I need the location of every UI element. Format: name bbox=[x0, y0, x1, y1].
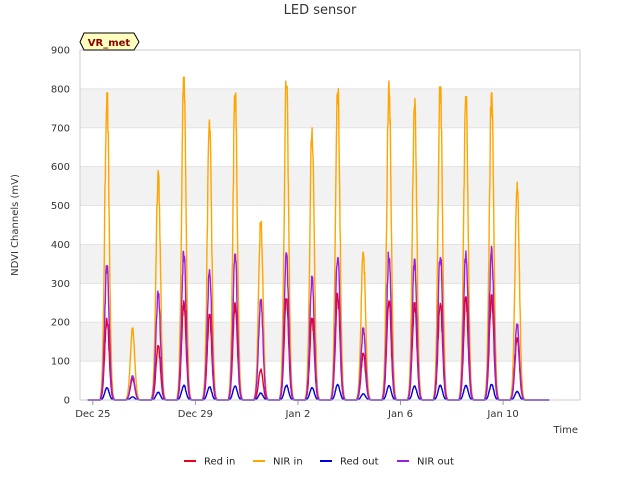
x-axis-ticks: Dec 25 Dec 29 Jan 2 Jan 6 Jan 10 bbox=[75, 400, 519, 420]
x-tick-label: Jan 6 bbox=[387, 409, 413, 420]
y-tick-label: 0 bbox=[64, 396, 70, 407]
station-badge: VR_met bbox=[79, 32, 140, 51]
legend-entry: Red out bbox=[340, 457, 379, 468]
y-tick-label: 200 bbox=[51, 318, 70, 329]
series-line-red-out bbox=[87, 383, 550, 401]
y-tick-label: 800 bbox=[51, 84, 70, 95]
plot-band bbox=[80, 244, 580, 284]
series-line-nir-out bbox=[87, 245, 550, 401]
badge-label: VR_met bbox=[88, 38, 131, 49]
y-tick-label: 100 bbox=[51, 357, 70, 368]
plot-band bbox=[80, 88, 580, 128]
y-axis-label: NDVI Channels (mV) bbox=[10, 174, 21, 276]
y-tick-label: 900 bbox=[51, 46, 70, 57]
legend-entry: Red in bbox=[204, 457, 235, 468]
legend-entry: NIR out bbox=[417, 457, 454, 468]
y-tick-label: 700 bbox=[51, 123, 70, 134]
plot-band bbox=[80, 166, 580, 206]
x-tick-label: Jan 10 bbox=[486, 409, 518, 420]
y-tick-label: 500 bbox=[51, 201, 70, 212]
y-tick-label: 300 bbox=[51, 279, 70, 290]
plot-band bbox=[80, 322, 580, 362]
x-tick-label: Jan 2 bbox=[284, 409, 310, 420]
x-tick-label: Dec 25 bbox=[75, 409, 110, 420]
series-layer bbox=[87, 76, 550, 401]
badge-shape bbox=[79, 32, 140, 51]
plot-frame bbox=[79, 49, 581, 401]
legend-entry: NIR in bbox=[273, 457, 303, 468]
x-tick-label: Dec 29 bbox=[178, 409, 213, 420]
y-tick-label: 400 bbox=[51, 240, 70, 251]
series-line-nir-in bbox=[87, 76, 550, 401]
chart-title: LED sensor bbox=[284, 3, 357, 18]
x-axis-label: Time bbox=[553, 425, 578, 436]
y-tick-label: 600 bbox=[51, 162, 70, 173]
legend: Red in NIR in Red out NIR out bbox=[184, 457, 454, 468]
y-axis-ticks: 0 100 200 300 400 500 600 700 800 900 bbox=[51, 46, 70, 407]
